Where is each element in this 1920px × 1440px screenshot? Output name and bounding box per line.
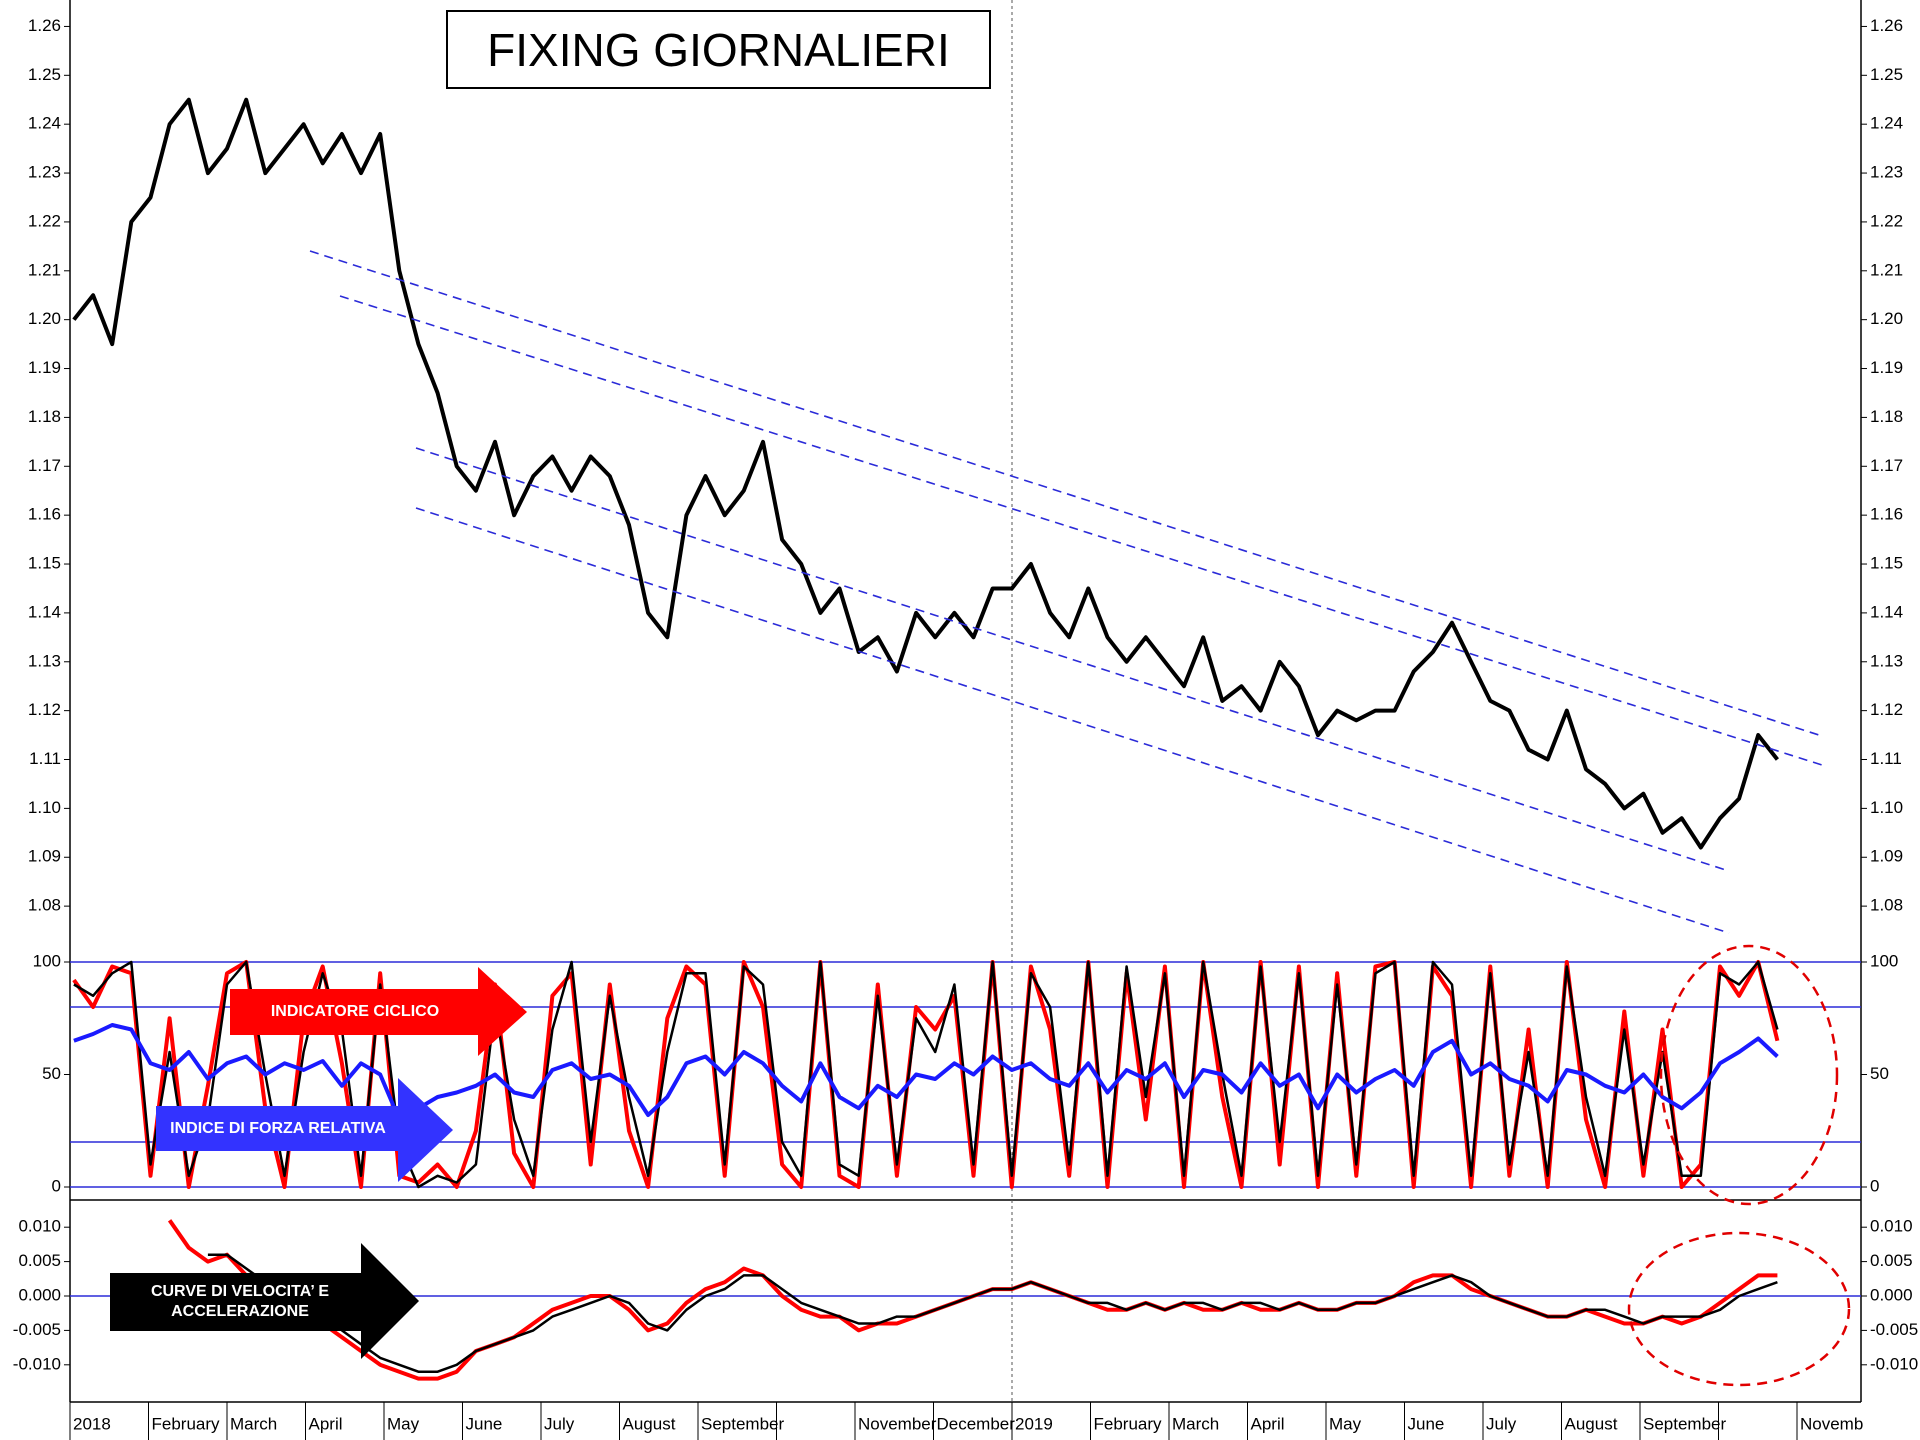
highlight-circle (1627, 1231, 1851, 1387)
x-tick-label: 2019 (1015, 1414, 1053, 1433)
trend-lines (309, 250, 1823, 934)
y-tick-label: 1.25 (28, 65, 61, 84)
y-tick-label: 0 (52, 1176, 61, 1195)
y-tick-label: 1.23 (28, 163, 61, 182)
x-tick-label: April (309, 1414, 343, 1433)
x-tick-label: June (466, 1414, 503, 1433)
trend-line (309, 250, 1823, 737)
y-tick-label: 50 (1870, 1064, 1889, 1083)
y-tick-label: 1.15 (1870, 554, 1903, 573)
annotation: INDICATORE CICLICO (270, 1003, 440, 1020)
y-tick-label: 0.005 (1870, 1251, 1913, 1270)
y-tick-label: 1.20 (1870, 309, 1903, 328)
y-tick-label: 0.005 (18, 1251, 61, 1270)
y-tick-label: 1.13 (1870, 651, 1903, 670)
y-tick-label: 1.18 (1870, 407, 1903, 426)
y-tick-label: 100 (1870, 951, 1898, 970)
x-tick-label: February (1094, 1414, 1163, 1433)
y-tick-label: 1.26 (1870, 16, 1903, 35)
x-tick-label: Novemb (1800, 1414, 1863, 1433)
chart-title: FIXING GIORNALIERI (446, 10, 991, 89)
arrow (110, 1243, 419, 1359)
y-tick-label: 1.21 (1870, 260, 1903, 279)
y-tick-label: 1.16 (1870, 505, 1903, 524)
y-tick-label: 0.000 (1870, 1285, 1913, 1304)
x-tick-label: December (937, 1414, 1016, 1433)
y-tick-label: 1.11 (29, 749, 61, 768)
x-tick-label: April (1251, 1414, 1285, 1433)
x-tick-label: 2018 (73, 1414, 111, 1433)
y-tick-label: 0 (1870, 1176, 1879, 1195)
y-tick-label: -0.010 (1870, 1354, 1918, 1373)
x-tick-label: March (230, 1414, 277, 1433)
annotation: CURVE DI VELOCITA’ E ACCELERAZIONE (150, 1283, 330, 1320)
trend-line (339, 295, 1823, 766)
y-tick-label: 0.010 (1870, 1217, 1913, 1236)
y-tick-label: -0.005 (1870, 1320, 1918, 1339)
y-tick-label: 1.22 (1870, 211, 1903, 230)
highlight-circle (1659, 944, 1839, 1206)
y-tick-label: 1.20 (28, 309, 61, 328)
y-tick-label: 1.15 (28, 554, 61, 573)
y-tick-label: 1.24 (28, 114, 61, 133)
y-tick-label: 1.17 (1870, 456, 1903, 475)
y-tick-label: 1.11 (1870, 749, 1902, 768)
y-tick-label: 0.000 (18, 1285, 61, 1304)
x-tick-label: September (1643, 1414, 1726, 1433)
y-tick-label: 1.12 (1870, 700, 1903, 719)
y-tick-label: 1.19 (1870, 358, 1903, 377)
y-tick-label: 1.21 (28, 260, 61, 279)
x-tick-label: July (544, 1414, 575, 1433)
y-tick-label: 1.26 (28, 16, 61, 35)
x-tick-label: June (1408, 1414, 1445, 1433)
trend-line (415, 447, 1730, 872)
arrow (230, 967, 527, 1056)
y-tick-label: 1.24 (1870, 114, 1903, 133)
y-tick-label: 1.10 (28, 798, 61, 817)
y-tick-label: 1.14 (28, 602, 61, 621)
x-tick-label: August (623, 1414, 676, 1433)
x-tick-label: May (1329, 1414, 1362, 1433)
series-line (72, 97, 1779, 850)
y-tick-label: 0.010 (18, 1217, 61, 1236)
x-tick-label: July (1486, 1414, 1517, 1433)
y-tick-label: 1.13 (28, 651, 61, 670)
y-tick-label: 1.09 (28, 847, 61, 866)
y-tick-label: 1.22 (28, 211, 61, 230)
x-tick-label: February (152, 1414, 221, 1433)
y-tick-label: 1.23 (1870, 163, 1903, 182)
y-tick-label: 1.18 (28, 407, 61, 426)
y-tick-label: 1.09 (1870, 847, 1903, 866)
series-line (73, 960, 1779, 1189)
y-tick-label: 100 (33, 951, 61, 970)
x-tick-label: September (701, 1414, 784, 1433)
y-tick-label: 1.17 (28, 456, 61, 475)
y-tick-label: 1.08 (1870, 896, 1903, 915)
y-tick-label: 1.16 (28, 505, 61, 524)
x-tick-label: May (387, 1414, 420, 1433)
y-tick-label: 1.08 (28, 896, 61, 915)
y-tick-label: 50 (42, 1064, 61, 1083)
x-tick-label: March (1172, 1414, 1219, 1433)
y-tick-label: 1.10 (1870, 798, 1903, 817)
x-tick-label: August (1565, 1414, 1618, 1433)
y-tick-label: 1.14 (1870, 602, 1903, 621)
trend-line (415, 507, 1730, 934)
x-tick-label: November (858, 1414, 937, 1433)
y-tick-label: -0.005 (13, 1320, 61, 1339)
y-tick-label: -0.010 (13, 1354, 61, 1373)
series-line (73, 1023, 1779, 1122)
series-line (207, 1253, 1778, 1373)
y-tick-label: 1.19 (28, 358, 61, 377)
annotation: INDICE DI FORZA RELATIVA (170, 1119, 386, 1137)
y-tick-label: 1.12 (28, 700, 61, 719)
arrow (156, 1078, 453, 1182)
y-tick-label: 1.25 (1870, 65, 1903, 84)
